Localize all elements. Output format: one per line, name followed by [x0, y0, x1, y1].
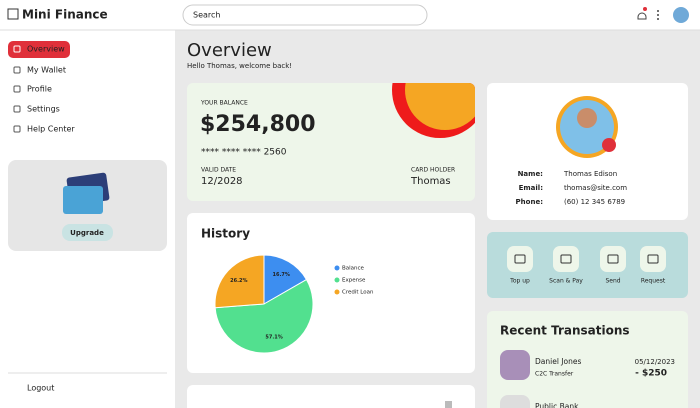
- slice-label: 26.2%: [230, 278, 247, 284]
- pie-slice: [263, 254, 308, 305]
- action-label[interactable]: Top up: [509, 278, 530, 285]
- active-menu-bg: [8, 41, 70, 58]
- field-value: (60) 12 345 6789: [564, 198, 625, 206]
- pie-slice: [214, 278, 314, 354]
- slice-label: 16.7%: [273, 272, 290, 278]
- search-placeholder[interactable]: Search: [193, 11, 220, 20]
- slice-label: 57.1%: [265, 334, 282, 340]
- legend-swatch: [334, 265, 340, 271]
- action-icon: [647, 254, 659, 264]
- menu-item[interactable]: Overview: [27, 45, 65, 54]
- extra-card: [187, 385, 475, 408]
- action-label[interactable]: Scan & Pay: [549, 278, 583, 285]
- legend-swatch: [334, 289, 340, 295]
- app-name: Mini Finance: [22, 8, 108, 22]
- transaction-amount: - $250: [635, 369, 667, 379]
- transaction-date: 05/12/2023: [635, 358, 675, 366]
- balance-label: YOUR BALANCE: [200, 100, 248, 107]
- field-label: Name:: [518, 170, 544, 178]
- logout[interactable]: Logout: [27, 384, 54, 393]
- search-box[interactable]: [182, 4, 428, 26]
- menu-item[interactable]: Settings: [27, 105, 60, 114]
- transaction-avatar: [500, 350, 530, 380]
- menu-icon: [13, 105, 21, 113]
- card-decoration: [392, 83, 475, 138]
- legend-label: Credit Loan: [342, 290, 374, 296]
- transaction-name: Daniel Jones: [535, 357, 581, 366]
- card-number: **** **** **** 2560: [201, 148, 287, 158]
- action-label[interactable]: Send: [605, 278, 620, 285]
- actions-card: [487, 232, 688, 298]
- logo-icon: [7, 8, 19, 20]
- field-value: thomas@site.com: [564, 184, 627, 192]
- valid-date-label: VALID DATE: [201, 167, 236, 174]
- upgrade-button[interactable]: [62, 224, 113, 241]
- action-label[interactable]: Request: [641, 278, 666, 285]
- card-icon-front: [63, 186, 103, 214]
- holder-label: CARD HOLDER: [411, 167, 455, 174]
- menu-item[interactable]: Profile: [27, 85, 52, 94]
- valid-date: 12/2028: [201, 176, 243, 187]
- action-button[interactable]: [640, 246, 666, 272]
- user-avatar[interactable]: [673, 7, 689, 23]
- transaction-name: Public Bank: [535, 402, 579, 408]
- menu-icon: [13, 45, 21, 53]
- action-button[interactable]: [507, 246, 533, 272]
- action-button[interactable]: [600, 246, 626, 272]
- bell-icon[interactable]: [637, 12, 647, 20]
- menu-icon: [13, 85, 21, 93]
- upgrade-label[interactable]: Upgrade: [70, 229, 104, 237]
- action-icon: [560, 254, 572, 264]
- field-label: Email:: [519, 184, 544, 192]
- edit-profile-button[interactable]: [602, 138, 616, 152]
- transactions-title: Recent Transations: [500, 324, 630, 338]
- menu-icon: [13, 125, 21, 133]
- menu-dots[interactable]: [657, 10, 659, 20]
- legend-swatch: [334, 277, 340, 283]
- action-icon: [607, 254, 619, 264]
- notification-dot: [643, 7, 647, 11]
- legend-label: Expense: [342, 278, 366, 284]
- balance-amount: $254,800: [200, 112, 316, 137]
- transaction-avatar: [500, 395, 530, 408]
- page-title: Overview: [187, 40, 272, 61]
- action-icon: [514, 254, 526, 264]
- menu-item[interactable]: Help Center: [27, 125, 75, 134]
- chart-bar-hint: [445, 401, 452, 408]
- field-value: Thomas Edison: [563, 170, 617, 178]
- page-subtitle: Hello Thomas, welcome back!: [187, 62, 292, 70]
- field-label: Phone:: [516, 198, 544, 206]
- transactions-card: [487, 311, 688, 408]
- menu-icon: [13, 66, 21, 74]
- menu-item[interactable]: My Wallet: [27, 66, 66, 75]
- chart-title: History: [201, 227, 250, 241]
- action-button[interactable]: [553, 246, 579, 272]
- holder-name: Thomas: [410, 176, 451, 187]
- legend-label: Balance: [342, 266, 365, 272]
- pie-slice: [214, 254, 265, 309]
- transaction-type: C2C Transfer: [535, 371, 574, 378]
- profile-face: [577, 108, 597, 128]
